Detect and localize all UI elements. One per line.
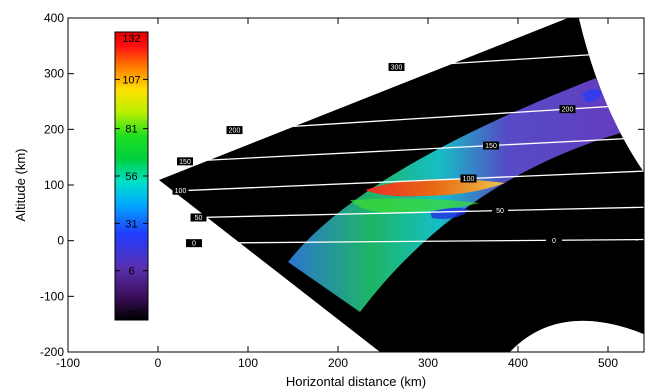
colorbar-tick-label: -20 — [124, 309, 140, 321]
x-axis-label: Horizontal distance (km) — [286, 374, 426, 389]
y-tick-label: 100 — [44, 178, 64, 192]
contour-label-bg — [388, 62, 405, 71]
y-tick-label: 200 — [44, 122, 64, 136]
x-tick-label: 0 — [155, 356, 162, 370]
contour-label: 300 — [391, 64, 403, 71]
contour-label-bg — [186, 239, 202, 248]
y-tick-label: 400 — [44, 11, 64, 25]
x-tick-label: 100 — [238, 356, 258, 370]
contour-label-bg — [546, 236, 562, 245]
contour-label-bg — [190, 213, 207, 222]
contour-label: 0 — [192, 241, 196, 248]
no-data-region — [578, 18, 644, 173]
contour-label: 200 — [562, 107, 574, 114]
y-tick-label: -100 — [40, 289, 64, 303]
contour-label-bg — [483, 141, 499, 150]
contour-label: 50 — [496, 208, 504, 215]
contour-label: 0 — [552, 238, 556, 245]
green-layer — [350, 198, 480, 213]
x-tick-label: 500 — [598, 356, 618, 370]
colorbar-tick-label: 132 — [122, 33, 140, 45]
y-tick-label: 0 — [57, 234, 64, 248]
contour-label: 50 — [195, 215, 203, 222]
y-tick-label: 300 — [44, 67, 64, 81]
contour-label: 200 — [229, 128, 241, 135]
colorbar — [114, 31, 149, 321]
colorbar-tick-label: 31 — [125, 218, 137, 230]
hot-layer — [365, 178, 505, 197]
blue-patch — [430, 207, 470, 219]
contour-label-bg — [460, 174, 477, 183]
contour-label-bg — [177, 157, 193, 166]
contour-line — [157, 206, 644, 220]
colorbar-tick-label: 81 — [125, 124, 137, 136]
y-axis-label: Altitude (km) — [13, 149, 28, 222]
contour-label-bg — [492, 206, 508, 215]
x-tick-label: 200 — [328, 356, 348, 370]
contour-label: 100 — [175, 188, 187, 195]
contour-line — [157, 170, 644, 193]
no-data-region-bottom — [510, 320, 644, 352]
contour-line — [157, 238, 644, 245]
colorbar-tick-label: 6 — [128, 266, 134, 278]
contour-label-bg — [172, 186, 189, 195]
colorbar-tick-label: 107 — [122, 74, 140, 86]
contour-label: 150 — [179, 159, 191, 166]
contour-label: 100 — [463, 176, 475, 183]
y-tick-label: -200 — [40, 345, 64, 359]
data-swath — [288, 78, 624, 312]
contour-line — [157, 137, 644, 164]
blue-top-patch — [582, 89, 602, 103]
contour-label-bg — [559, 105, 576, 114]
contour-label-bg — [226, 126, 243, 135]
x-tick-label: 400 — [508, 356, 528, 370]
colorbar-tick-label: 56 — [125, 171, 137, 183]
x-tick-label: -100 — [56, 356, 80, 370]
x-tick-label: 300 — [418, 356, 438, 370]
contour-label: 150 — [485, 143, 497, 150]
